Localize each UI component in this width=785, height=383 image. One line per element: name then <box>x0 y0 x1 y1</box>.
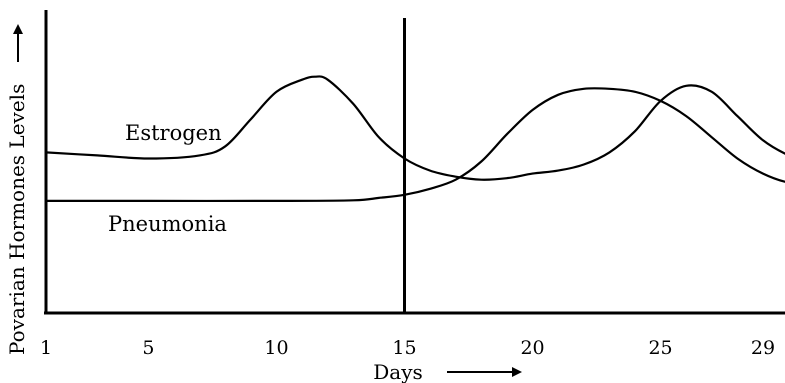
x-tick-label: 5 <box>142 337 154 359</box>
y-axis-label: Povarian Hormones Levels <box>5 84 29 355</box>
x-tick-label: 29 <box>751 337 775 359</box>
pneumonia-series-line <box>46 87 785 203</box>
x-tick-label: 15 <box>392 337 416 359</box>
x-tick-label: 10 <box>264 337 288 359</box>
x-tick-labels: 1 5 10 15 20 25 29 <box>40 337 775 359</box>
x-tick-label: 1 <box>40 337 52 359</box>
x-tick-label: 20 <box>520 337 544 359</box>
series-label-estrogen: Estrogen <box>125 121 222 145</box>
series-label-pneumonia: Pneumonia <box>108 212 227 236</box>
estrogen-series-line <box>45 75 785 181</box>
x-tick-label: 25 <box>648 337 672 359</box>
x-axis-label: Days <box>373 360 423 383</box>
